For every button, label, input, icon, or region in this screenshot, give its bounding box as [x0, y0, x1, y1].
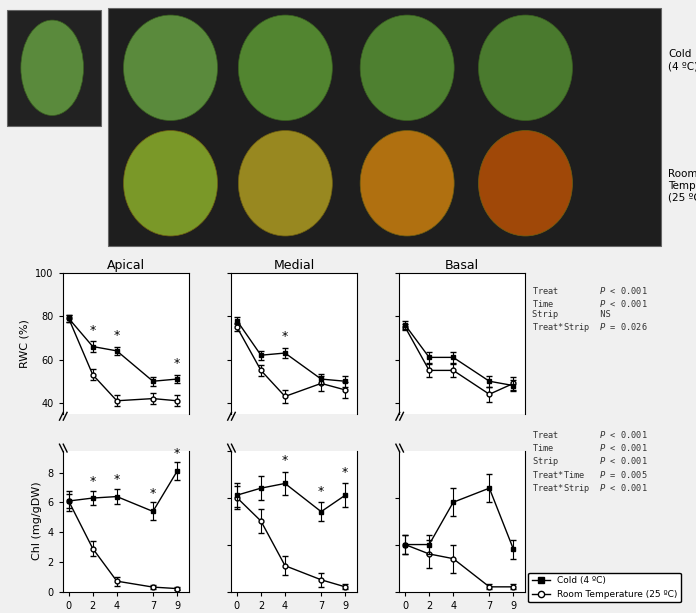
- Text: *: *: [113, 329, 120, 342]
- Text: *: *: [90, 475, 96, 488]
- Text: Treat        $P$ < 0.001
Time         $P$ < 0.001
Strip        $P$ < 0.001
Treat: Treat $P$ < 0.001 Time $P$ < 0.001 Strip…: [532, 429, 648, 495]
- Ellipse shape: [21, 20, 84, 115]
- FancyBboxPatch shape: [7, 10, 101, 126]
- Legend: Cold (4 ºC), Room Temperature (25 ºC): Cold (4 ºC), Room Temperature (25 ºC): [528, 573, 681, 603]
- Ellipse shape: [238, 15, 333, 121]
- Text: Cold
(4 ºC): Cold (4 ºC): [668, 50, 696, 71]
- Text: *: *: [342, 466, 349, 479]
- Title: Basal: Basal: [445, 259, 480, 272]
- Text: *: *: [174, 447, 180, 460]
- Ellipse shape: [479, 15, 572, 121]
- Ellipse shape: [361, 15, 454, 121]
- Ellipse shape: [479, 131, 572, 236]
- Ellipse shape: [238, 131, 333, 236]
- Text: *: *: [282, 454, 288, 468]
- Text: Room
Temperature
(25 ºC): Room Temperature (25 ºC): [668, 169, 696, 202]
- Ellipse shape: [361, 131, 454, 236]
- Title: Medial: Medial: [274, 259, 315, 272]
- Text: *: *: [174, 357, 180, 370]
- Text: *: *: [90, 324, 96, 337]
- Ellipse shape: [124, 131, 217, 236]
- Text: *: *: [282, 330, 288, 343]
- Ellipse shape: [124, 15, 217, 121]
- Text: *: *: [318, 485, 324, 498]
- Title: Apical: Apical: [106, 259, 145, 272]
- Text: *: *: [150, 487, 156, 500]
- Y-axis label: RWC (%): RWC (%): [19, 319, 30, 368]
- FancyBboxPatch shape: [108, 7, 661, 246]
- Text: *: *: [113, 473, 120, 487]
- Y-axis label: Chl (mg/gDW): Chl (mg/gDW): [32, 482, 42, 560]
- Text: Treat        $P$ < 0.001
Time         $P$ < 0.001
Strip        NS
Treat*Strip  $: Treat $P$ < 0.001 Time $P$ < 0.001 Strip…: [532, 285, 648, 334]
